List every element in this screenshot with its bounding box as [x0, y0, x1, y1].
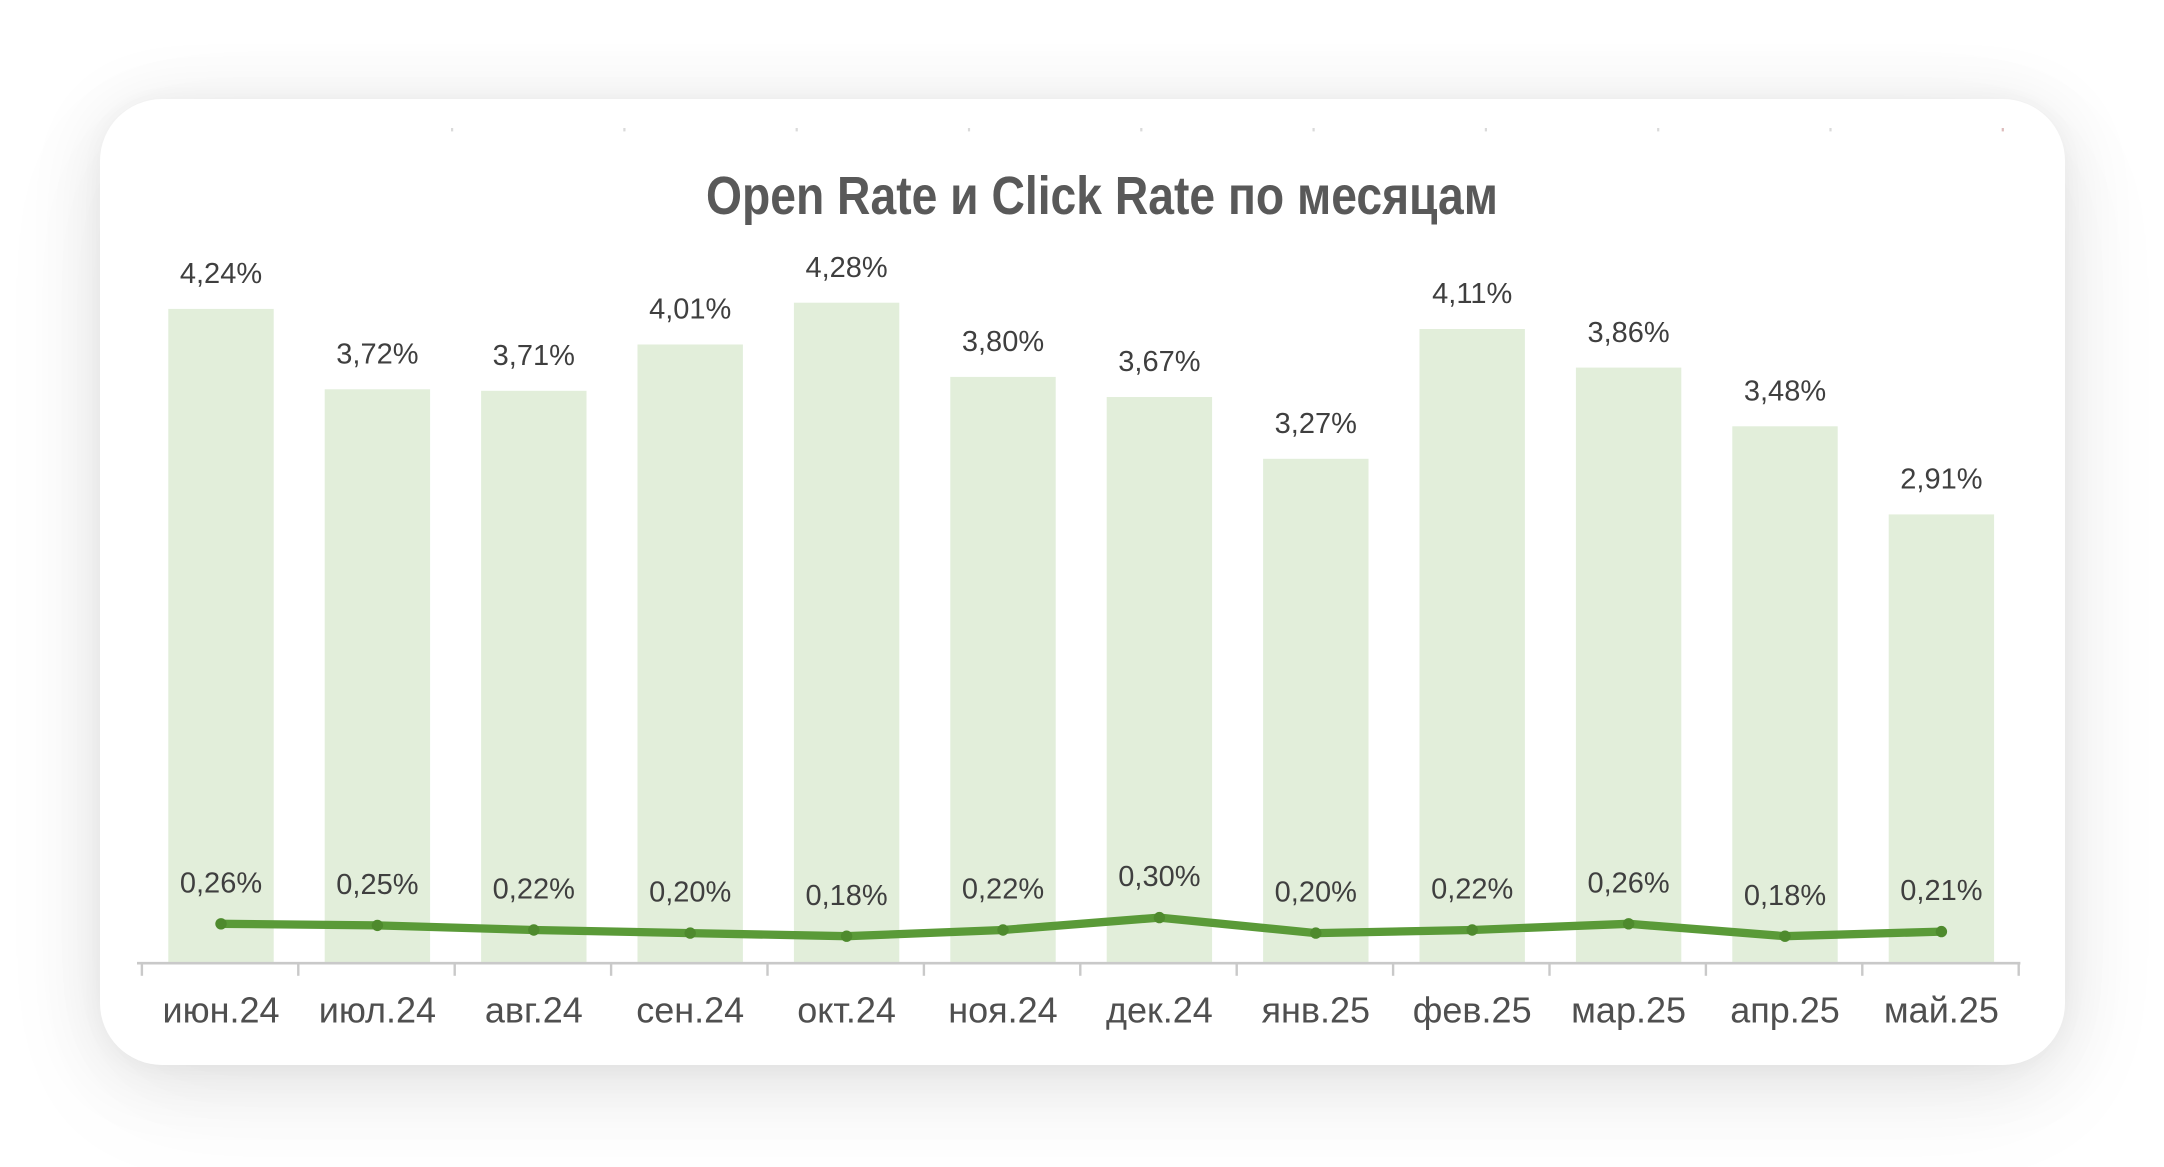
- svg-text:Open Rate и Click Rate по меся: Open Rate и Click Rate по месяцам: [706, 166, 1498, 226]
- svg-text:июл.24: июл.24: [319, 990, 436, 1031]
- svg-text:сен.24: сен.24: [636, 990, 744, 1031]
- svg-text:0,25%: 0,25%: [336, 869, 418, 901]
- svg-text:2,91%: 2,91%: [1900, 464, 1982, 496]
- svg-text:3,72%: 3,72%: [336, 339, 418, 371]
- svg-text:июн.24: июн.24: [162, 990, 279, 1031]
- svg-text:мар.25: мар.25: [1571, 990, 1686, 1031]
- svg-text:4,24%: 4,24%: [180, 258, 262, 290]
- svg-text:0,21%: 0,21%: [1900, 875, 1982, 907]
- svg-text:0,20%: 0,20%: [1275, 877, 1357, 909]
- svg-text:окт.24: окт.24: [797, 990, 896, 1031]
- svg-text:0,22%: 0,22%: [1431, 874, 1513, 906]
- svg-text:апр.25: апр.25: [1730, 990, 1840, 1031]
- svg-text:ноя.24: ноя.24: [948, 990, 1057, 1031]
- svg-text:3,48%: 3,48%: [1744, 376, 1826, 408]
- svg-text:4,28%: 4,28%: [805, 252, 887, 284]
- svg-text:0,22%: 0,22%: [493, 874, 575, 906]
- svg-text:0,20%: 0,20%: [649, 877, 731, 909]
- svg-text:0,18%: 0,18%: [1744, 880, 1826, 912]
- svg-text:авг.24: авг.24: [485, 990, 583, 1031]
- svg-text:0,30%: 0,30%: [1118, 861, 1200, 893]
- svg-text:4,11%: 4,11%: [1432, 278, 1512, 310]
- svg-text:0,22%: 0,22%: [962, 874, 1044, 906]
- svg-text:3,27%: 3,27%: [1275, 408, 1357, 440]
- svg-text:0,26%: 0,26%: [180, 867, 262, 899]
- svg-text:4,01%: 4,01%: [649, 294, 731, 326]
- svg-text:3,71%: 3,71%: [493, 340, 575, 372]
- svg-text:янв.25: янв.25: [1262, 990, 1371, 1031]
- svg-text:3,86%: 3,86%: [1587, 317, 1669, 349]
- svg-text:3,67%: 3,67%: [1118, 346, 1200, 378]
- svg-text:3,80%: 3,80%: [962, 326, 1044, 358]
- svg-text:0,18%: 0,18%: [805, 880, 887, 912]
- svg-text:дек.24: дек.24: [1106, 990, 1213, 1031]
- svg-text:фев.25: фев.25: [1413, 990, 1532, 1031]
- svg-text:май.25: май.25: [1884, 990, 1999, 1031]
- svg-text:0,26%: 0,26%: [1587, 867, 1669, 899]
